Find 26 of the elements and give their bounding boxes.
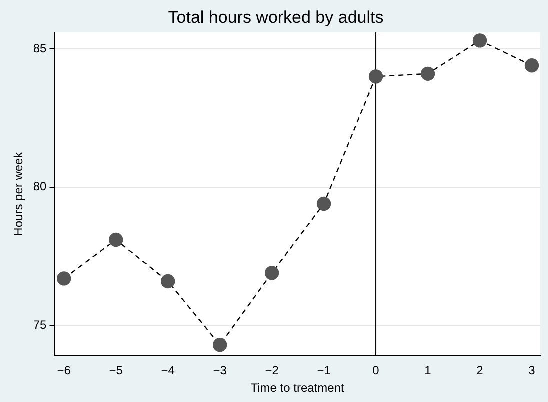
y-tick-label: 75 bbox=[33, 318, 48, 332]
point bbox=[316, 196, 332, 212]
x-tick-label: 2 bbox=[476, 364, 484, 378]
y-tick-label: 80 bbox=[33, 180, 48, 194]
point bbox=[368, 70, 384, 84]
x-tick-label: −1 bbox=[317, 364, 332, 378]
point bbox=[57, 272, 72, 286]
x-tick-label: −3 bbox=[213, 364, 228, 378]
x-tick-label: −2 bbox=[265, 364, 280, 378]
chart-title: Total hours worked by adults bbox=[168, 8, 384, 27]
x-tick-label: −6 bbox=[57, 364, 72, 378]
x-tick-label: 3 bbox=[528, 364, 536, 378]
point bbox=[108, 232, 124, 248]
point bbox=[264, 266, 280, 280]
y-tick-label: 85 bbox=[33, 41, 48, 56]
point bbox=[212, 338, 228, 352]
x-tick-label: −4 bbox=[161, 364, 176, 378]
point bbox=[524, 58, 540, 73]
point bbox=[160, 274, 176, 289]
point bbox=[472, 34, 488, 48]
x-axis-title: Time to treatment bbox=[250, 381, 345, 396]
point bbox=[420, 66, 436, 82]
x-tick-label: −5 bbox=[109, 364, 124, 378]
x-tick-label: 0 bbox=[372, 364, 380, 378]
x-tick-label: 1 bbox=[424, 364, 432, 378]
y-axis-title: Hours per week bbox=[12, 151, 26, 236]
